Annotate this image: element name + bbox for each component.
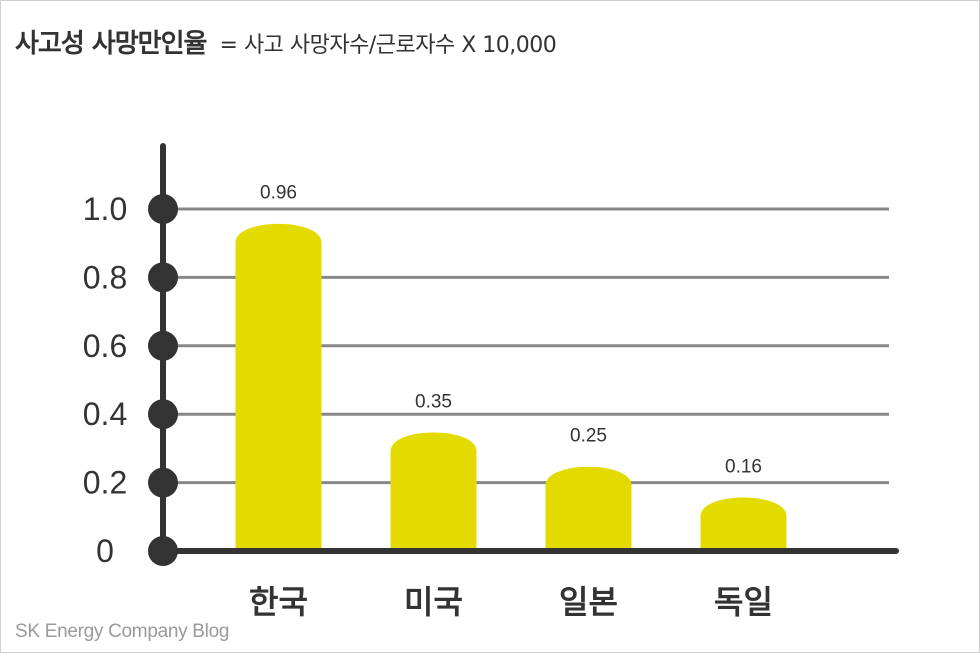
y-tick-marker <box>148 194 178 224</box>
y-tick-label: 0.6 <box>83 328 127 364</box>
x-tick-label: 일본 <box>559 583 618 621</box>
y-tick-marker <box>148 330 178 361</box>
bar <box>235 223 322 551</box>
y-tick-marker <box>148 262 178 293</box>
bars <box>235 223 787 551</box>
labels: 0.96 한국 0.35 미국 0.25 일본 0.16 독일 0 0.2 0.4 0.6 0.8 1.0 <box>83 183 773 621</box>
x-tick-label: 한국 <box>249 583 308 621</box>
chart-title: 사고성 사망만인율 <box>15 29 207 59</box>
y-tick-label: 0.2 <box>83 465 127 501</box>
axes <box>148 143 899 566</box>
y-tick-marker <box>148 467 178 498</box>
y-tick-label: 0.8 <box>83 259 127 295</box>
chart-formula: = 사고 사망자수/근로자수 X 10,000 <box>219 33 557 58</box>
source-credit: SK Energy Company Blog <box>15 621 230 642</box>
y-tick-label: 0.4 <box>83 396 127 432</box>
data-label: 0.35 <box>415 391 452 412</box>
data-label: 0.16 <box>725 456 762 477</box>
bar <box>545 466 632 551</box>
y-tick-label: 1.0 <box>83 191 127 227</box>
y-tick-marker <box>148 399 178 430</box>
x-tick-label: 독일 <box>714 583 773 621</box>
chart-title-row: 사고성 사망만인율 = 사고 사망자수/근로자수 X 10,000 <box>15 23 557 60</box>
x-tick-label: 미국 <box>404 583 463 621</box>
y-tick-label: 0 <box>96 533 114 569</box>
bar <box>390 432 477 551</box>
bar <box>700 497 787 551</box>
data-label: 0.96 <box>260 183 297 204</box>
y-tick-marker <box>148 536 178 566</box>
data-label: 0.25 <box>570 426 607 447</box>
